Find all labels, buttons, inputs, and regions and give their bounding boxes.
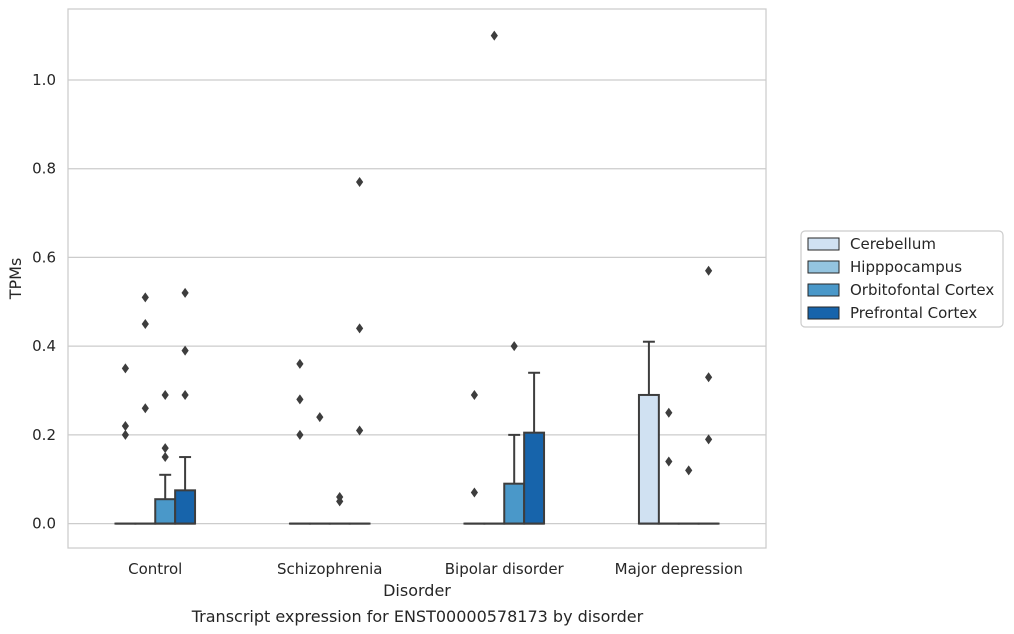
outlier-0-3-1 bbox=[181, 345, 189, 356]
legend-label-0: Cerebellum bbox=[850, 235, 936, 253]
outlier-1-1-0 bbox=[316, 412, 324, 423]
box-0-3 bbox=[174, 456, 197, 525]
outlier-3-2-0 bbox=[685, 465, 693, 476]
outlier-0-0-2 bbox=[121, 429, 129, 440]
x-tick-label-1: Schizophrenia bbox=[277, 560, 382, 578]
y-tick-label-5: 1.0 bbox=[32, 71, 56, 89]
outlier-1-3-2 bbox=[356, 425, 364, 436]
legend-label-1: Hipppocampus bbox=[850, 258, 962, 276]
box-3-0 bbox=[637, 340, 660, 525]
figure-caption: Transcript expression for ENST0000057817… bbox=[191, 607, 644, 626]
box-2-2 bbox=[503, 433, 526, 525]
x-tick-label-3: Major depression bbox=[615, 560, 743, 578]
plot-area-frame bbox=[67, 8, 767, 549]
legend: Cerebellum Hipppocampus Orbitofontal Corte… bbox=[800, 230, 1004, 328]
box-rect-2-3 bbox=[523, 431, 546, 525]
y-tick-label-2: 0.4 bbox=[32, 337, 56, 355]
outlier-1-0-2 bbox=[296, 429, 304, 440]
legend-swatch-1 bbox=[807, 260, 840, 274]
outlier-1-2-1 bbox=[336, 496, 344, 507]
outlier-0-2-1 bbox=[161, 443, 169, 454]
y-axis-label: TPMs bbox=[6, 258, 25, 301]
grid-lines bbox=[68, 79, 766, 525]
legend-swatch-3 bbox=[807, 306, 840, 320]
legend-swatch-0 bbox=[807, 237, 840, 251]
box-rect-2-2 bbox=[503, 482, 526, 525]
outlier-2-0-1 bbox=[470, 487, 478, 498]
box-rect-0-2 bbox=[154, 498, 177, 525]
outlier-0-1-2 bbox=[141, 403, 149, 414]
outlier-1-3-1 bbox=[356, 323, 364, 334]
legend-frame bbox=[800, 230, 1004, 328]
x-tick-label-2: Bipolar disorder bbox=[445, 560, 565, 578]
y-tick-label-3: 0.6 bbox=[32, 248, 56, 266]
box-rect-0-3 bbox=[174, 489, 197, 525]
legend-swatch-2 bbox=[807, 283, 840, 297]
outlier-0-2-2 bbox=[161, 452, 169, 463]
outlier-0-3-2 bbox=[181, 389, 189, 400]
y-tick-label-0: 0.0 bbox=[32, 515, 56, 533]
x-tick-label-0: Control bbox=[128, 560, 182, 578]
outlier-1-0-0 bbox=[296, 358, 304, 369]
boxes bbox=[114, 340, 720, 525]
outlier-1-0-1 bbox=[296, 394, 304, 405]
x-axis-label: Disorder bbox=[383, 581, 451, 600]
y-axis-ticks: 0.0 0.2 0.4 0.6 0.8 1.0 bbox=[32, 71, 56, 533]
box-rect-3-0 bbox=[637, 393, 660, 525]
box-2-3 bbox=[523, 371, 546, 525]
outlier-2-1-0 bbox=[490, 30, 498, 41]
y-tick-label-4: 0.8 bbox=[32, 160, 56, 178]
y-tick-label-1: 0.2 bbox=[32, 426, 56, 444]
outlier-3-3-0 bbox=[705, 265, 713, 276]
legend-label-3: Prefrontal Cortex bbox=[850, 304, 977, 322]
outlier-0-1-1 bbox=[141, 318, 149, 329]
outlier-1-3-0 bbox=[356, 177, 364, 188]
outlier-3-3-1 bbox=[705, 372, 713, 383]
outlier-0-0-1 bbox=[121, 421, 129, 432]
outlier-0-3-0 bbox=[181, 287, 189, 298]
outlier-3-3-2 bbox=[705, 434, 713, 445]
outlier-2-0-0 bbox=[470, 389, 478, 400]
outlier-0-0-0 bbox=[121, 363, 129, 374]
outlier-3-1-0 bbox=[665, 407, 673, 418]
outlier-2-2-0 bbox=[510, 341, 518, 352]
outlier-0-2-0 bbox=[161, 389, 169, 400]
outlier-0-1-0 bbox=[141, 292, 149, 303]
outlier-3-1-1 bbox=[665, 456, 673, 467]
legend-label-2: Orbitofontal Cortex bbox=[850, 281, 994, 299]
x-axis-ticks: Control Schizophrenia Bipolar disorder Majo… bbox=[128, 560, 743, 578]
outliers bbox=[121, 30, 713, 507]
box-0-2 bbox=[154, 473, 177, 525]
